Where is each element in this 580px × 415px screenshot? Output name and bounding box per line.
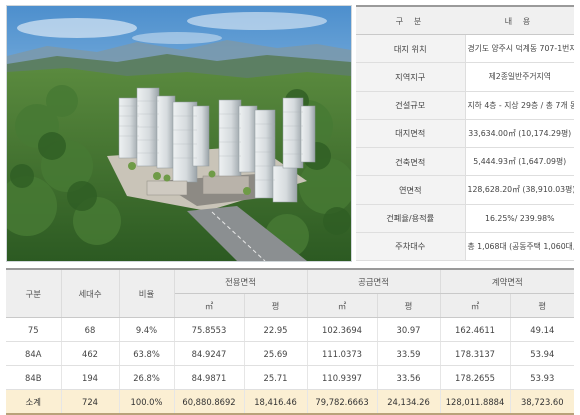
cell-households: 194 — [61, 365, 120, 390]
overview-row-parking: 주차대수 총 1,068대 (공동주택 1,060대, 세대당 1.46대) — [356, 232, 574, 262]
header-households: 세대수 — [61, 268, 120, 318]
overview-header-content: 내 용 — [465, 5, 574, 35]
cell-exclusive-sqm: 75.8553 — [174, 317, 245, 342]
cell-households: 462 — [61, 341, 120, 366]
table-row: 84B 194 26.8% 84.9871 25.71 110.9397 33.… — [6, 365, 575, 390]
overview-value: 128,628.20㎡ (38,910.03평) — [465, 175, 574, 205]
overview-value: 총 1,068대 (공동주택 1,060대, 세대당 1.46대) — [465, 232, 574, 262]
cell-contract-pyeong: 53.93 — [510, 365, 575, 390]
overview-label: 주차대수 — [356, 232, 466, 262]
overview-label: 건축면적 — [356, 147, 466, 177]
cell-supply-pyeong: 33.59 — [377, 341, 441, 366]
overview-row-ratios: 건폐율/용적률 16.25%/ 239.98% — [356, 204, 574, 233]
overview-value: 지하 4층 - 지상 29층 / 총 7개 동 / 총 724세대 — [465, 91, 574, 120]
header-supply-area: 공급면적 — [307, 268, 441, 294]
header-unit-sqm: ㎡ — [174, 293, 245, 318]
header-exclusive-area: 전용면적 — [174, 268, 308, 294]
table-row: 75 68 9.4% 75.8553 22.95 102.3694 30.97 … — [6, 317, 575, 342]
cell-supply-sqm: 110.9397 — [307, 365, 378, 390]
cell-supply-sqm: 111.0373 — [307, 341, 378, 366]
units-header-row-2: ㎡ 평 ㎡ 평 ㎡ 평 — [6, 293, 575, 318]
header-type: 구분 — [6, 268, 62, 318]
header-ratio: 비율 — [119, 268, 175, 318]
cell-type: 84A — [6, 341, 62, 366]
cell-supply-pyeong: 33.56 — [377, 365, 441, 390]
overview-value: 5,444.93㎡ (1,647.09평) — [465, 147, 574, 177]
cell-type: 84B — [6, 365, 62, 390]
cell-exclusive-pyeong: 22.95 — [244, 317, 308, 342]
overview-label: 건폐율/용적률 — [356, 204, 466, 233]
cell-exclusive-pyeong: 25.69 — [244, 341, 308, 366]
cell-exclusive-sqm: 84.9871 — [174, 365, 245, 390]
overview-value: 16.25%/ 239.98% — [465, 204, 574, 233]
overview-row-floor-area: 연면적 128,628.20㎡ (38,910.03평) — [356, 175, 574, 205]
overview-label: 대지면적 — [356, 119, 466, 149]
cell-contract-sqm: 178.3137 — [440, 341, 511, 366]
aerial-view-illustration — [7, 6, 351, 261]
cell-contract-pyeong: 53.94 — [510, 341, 575, 366]
header-unit-sqm: ㎡ — [307, 293, 378, 318]
cell-supply-sqm: 102.3694 — [307, 317, 378, 342]
cell-contract-pyeong: 49.14 — [510, 317, 575, 342]
cell-contract-sqm: 162.4611 — [440, 317, 511, 342]
overview-header-row: 구 분 내 용 — [356, 5, 574, 35]
overview-row-zoning: 지역지구 제2종일반주거지역 — [356, 62, 574, 92]
cell-households: 68 — [61, 317, 120, 342]
cell-exclusive-pyeong: 25.71 — [244, 365, 308, 390]
overview-label: 대지 위치 — [356, 34, 466, 64]
complex-rendering-image — [6, 5, 352, 262]
cell-ratio: 26.8% — [119, 365, 175, 390]
cell-contract-sqm: 178.2655 — [440, 365, 511, 390]
project-overview-table: 구 분 내 용 대지 위치 경기도 양주시 덕계동 707-1번지 일대 지역지… — [356, 5, 574, 262]
table-row: 84A 462 63.8% 84.9247 25.69 111.0373 33.… — [6, 341, 575, 366]
cell-supply-pyeong: 30.97 — [377, 317, 441, 342]
cell-ratio: 9.4% — [119, 317, 175, 342]
overview-value: 33,634.00㎡ (10,174.29평) — [465, 119, 574, 149]
overview-label: 건설규모 — [356, 91, 466, 120]
cell-exclusive-sqm: 84.9247 — [174, 341, 245, 366]
header-unit-pyeong: 평 — [510, 293, 575, 318]
overview-value: 경기도 양주시 덕계동 707-1번지 일대 — [465, 34, 574, 64]
overview-header-label: 구 분 — [356, 5, 465, 35]
header-contract-area: 계약면적 — [440, 268, 575, 294]
overview-row-building-area: 건축면적 5,444.93㎡ (1,647.09평) — [356, 147, 574, 177]
header-unit-pyeong: 평 — [377, 293, 441, 318]
overview-label: 지역지구 — [356, 62, 466, 92]
overview-row-location: 대지 위치 경기도 양주시 덕계동 707-1번지 일대 — [356, 34, 574, 64]
units-header-row-1: 구분 세대수 비율 전용면적 공급면적 계약면적 — [6, 268, 575, 318]
overview-label: 연면적 — [356, 175, 466, 205]
overview-row-scale: 건설규모 지하 4층 - 지상 29층 / 총 7개 동 / 총 724세대 — [356, 91, 574, 120]
header-unit-sqm: ㎡ — [440, 293, 511, 318]
cell-type: 75 — [6, 317, 62, 342]
header-unit-pyeong: 평 — [244, 293, 308, 318]
cell-ratio: 63.8% — [119, 341, 175, 366]
overview-value: 제2종일반주거지역 — [465, 62, 574, 92]
overview-row-site-area: 대지면적 33,634.00㎡ (10,174.29평) — [356, 119, 574, 149]
unit-area-table: 구분 세대수 비율 전용면적 공급면적 계약면적 ㎡ 평 ㎡ 평 ㎡ 평 75 … — [6, 268, 575, 415]
